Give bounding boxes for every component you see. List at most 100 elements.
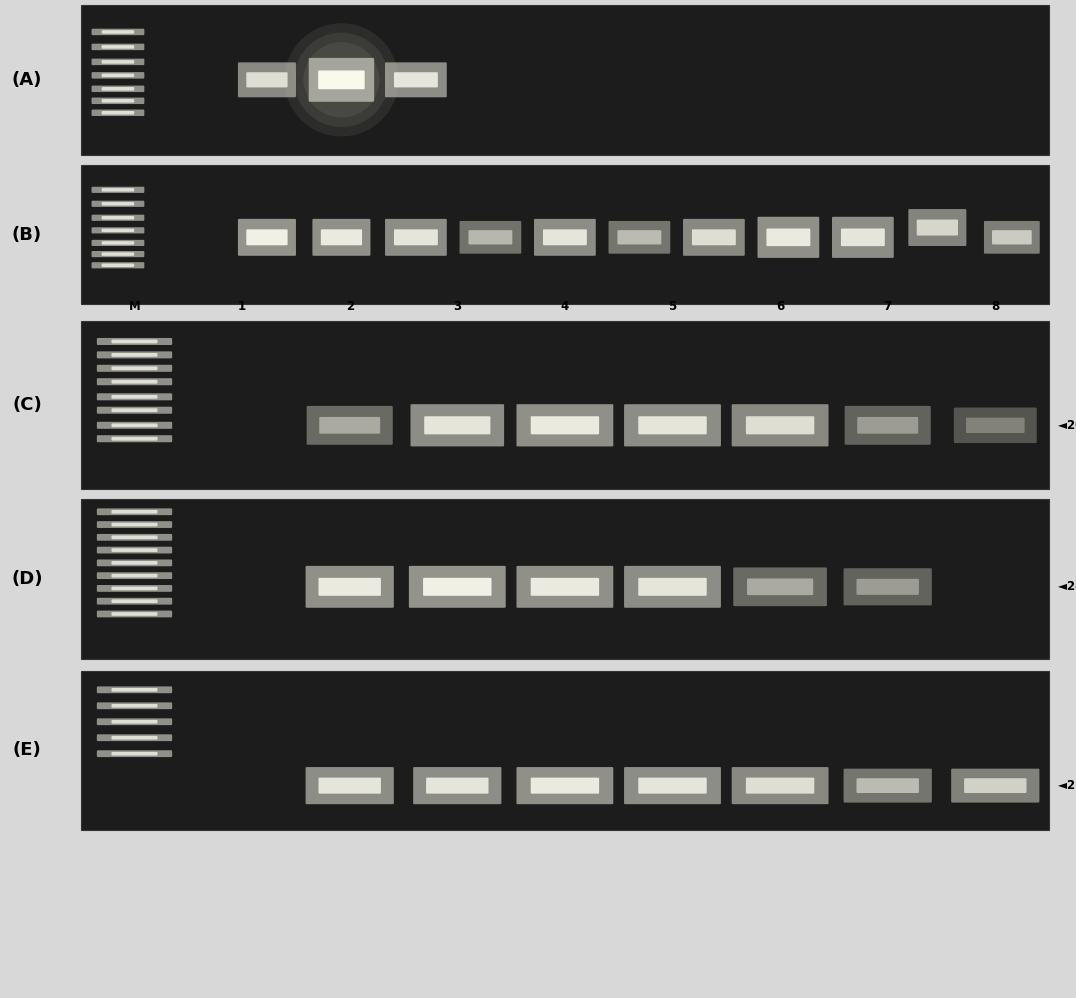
FancyBboxPatch shape (101, 263, 134, 267)
FancyBboxPatch shape (112, 536, 157, 539)
FancyBboxPatch shape (97, 351, 172, 358)
FancyBboxPatch shape (112, 423, 157, 427)
FancyBboxPatch shape (91, 251, 144, 257)
FancyBboxPatch shape (97, 611, 172, 618)
FancyBboxPatch shape (746, 777, 815, 793)
FancyBboxPatch shape (112, 600, 157, 603)
FancyBboxPatch shape (618, 231, 662, 245)
FancyBboxPatch shape (112, 736, 157, 740)
FancyBboxPatch shape (318, 578, 381, 596)
FancyBboxPatch shape (112, 523, 157, 526)
Bar (81, 321, 1049, 489)
FancyBboxPatch shape (101, 99, 134, 103)
FancyBboxPatch shape (101, 229, 134, 233)
Text: 2: 2 (345, 300, 354, 313)
Text: (C): (C) (12, 396, 42, 414)
FancyBboxPatch shape (101, 216, 134, 220)
FancyBboxPatch shape (426, 777, 489, 793)
FancyBboxPatch shape (858, 417, 918, 434)
Bar (81, 165, 1049, 304)
FancyBboxPatch shape (238, 219, 296, 255)
FancyBboxPatch shape (424, 416, 491, 434)
FancyBboxPatch shape (758, 217, 819, 257)
Bar (81, 499, 1049, 659)
FancyBboxPatch shape (112, 548, 157, 552)
Bar (81, 671, 1049, 830)
Text: (E): (E) (13, 742, 41, 759)
FancyBboxPatch shape (530, 416, 599, 434)
FancyBboxPatch shape (732, 767, 829, 804)
FancyBboxPatch shape (101, 30, 134, 34)
FancyBboxPatch shape (97, 422, 172, 429)
Bar (81, 671, 1049, 830)
FancyBboxPatch shape (516, 767, 613, 804)
FancyBboxPatch shape (112, 587, 157, 590)
FancyBboxPatch shape (97, 508, 172, 515)
FancyBboxPatch shape (908, 210, 966, 247)
FancyBboxPatch shape (413, 767, 501, 804)
FancyBboxPatch shape (321, 230, 362, 246)
FancyBboxPatch shape (238, 63, 296, 98)
FancyBboxPatch shape (459, 221, 521, 253)
FancyBboxPatch shape (101, 202, 134, 206)
FancyBboxPatch shape (766, 229, 810, 247)
FancyBboxPatch shape (112, 751, 157, 755)
FancyBboxPatch shape (832, 217, 894, 257)
FancyBboxPatch shape (992, 231, 1032, 245)
FancyBboxPatch shape (964, 778, 1027, 793)
FancyBboxPatch shape (246, 230, 287, 246)
FancyBboxPatch shape (112, 437, 157, 440)
FancyBboxPatch shape (683, 219, 745, 255)
FancyBboxPatch shape (97, 750, 172, 757)
FancyBboxPatch shape (638, 416, 707, 434)
FancyBboxPatch shape (91, 72, 144, 79)
FancyBboxPatch shape (844, 768, 932, 802)
FancyBboxPatch shape (953, 407, 1037, 443)
FancyBboxPatch shape (530, 578, 599, 596)
FancyBboxPatch shape (692, 230, 736, 246)
FancyBboxPatch shape (246, 72, 287, 88)
FancyBboxPatch shape (112, 510, 157, 514)
Bar (81, 5, 1049, 155)
Text: 7: 7 (883, 300, 892, 313)
Text: 6: 6 (776, 300, 784, 313)
FancyBboxPatch shape (746, 416, 815, 434)
FancyBboxPatch shape (856, 579, 919, 595)
FancyBboxPatch shape (91, 201, 144, 207)
FancyBboxPatch shape (543, 230, 586, 246)
FancyBboxPatch shape (385, 219, 447, 255)
FancyBboxPatch shape (91, 110, 144, 116)
FancyBboxPatch shape (734, 568, 826, 606)
FancyBboxPatch shape (516, 404, 613, 446)
FancyBboxPatch shape (624, 404, 721, 446)
FancyBboxPatch shape (97, 435, 172, 442)
FancyBboxPatch shape (97, 703, 172, 710)
FancyBboxPatch shape (101, 60, 134, 64)
FancyBboxPatch shape (112, 561, 157, 565)
FancyBboxPatch shape (91, 44, 144, 50)
FancyBboxPatch shape (112, 380, 157, 383)
FancyBboxPatch shape (530, 777, 599, 793)
FancyBboxPatch shape (411, 404, 505, 446)
FancyBboxPatch shape (983, 221, 1039, 253)
FancyBboxPatch shape (638, 777, 707, 793)
Text: (A): (A) (12, 71, 42, 89)
FancyBboxPatch shape (97, 534, 172, 541)
Bar (81, 499, 1049, 659)
FancyBboxPatch shape (423, 578, 492, 596)
FancyBboxPatch shape (844, 568, 932, 606)
Text: ◄204 bp: ◄204 bp (1058, 419, 1076, 432)
FancyBboxPatch shape (91, 86, 144, 92)
FancyBboxPatch shape (101, 252, 134, 255)
FancyBboxPatch shape (516, 566, 613, 608)
FancyBboxPatch shape (306, 566, 394, 608)
FancyBboxPatch shape (101, 45, 134, 49)
FancyBboxPatch shape (318, 777, 381, 793)
FancyBboxPatch shape (841, 229, 884, 247)
FancyBboxPatch shape (609, 221, 670, 253)
FancyBboxPatch shape (97, 719, 172, 726)
FancyBboxPatch shape (91, 29, 144, 35)
FancyBboxPatch shape (97, 547, 172, 554)
FancyBboxPatch shape (638, 578, 707, 596)
FancyBboxPatch shape (112, 688, 157, 692)
